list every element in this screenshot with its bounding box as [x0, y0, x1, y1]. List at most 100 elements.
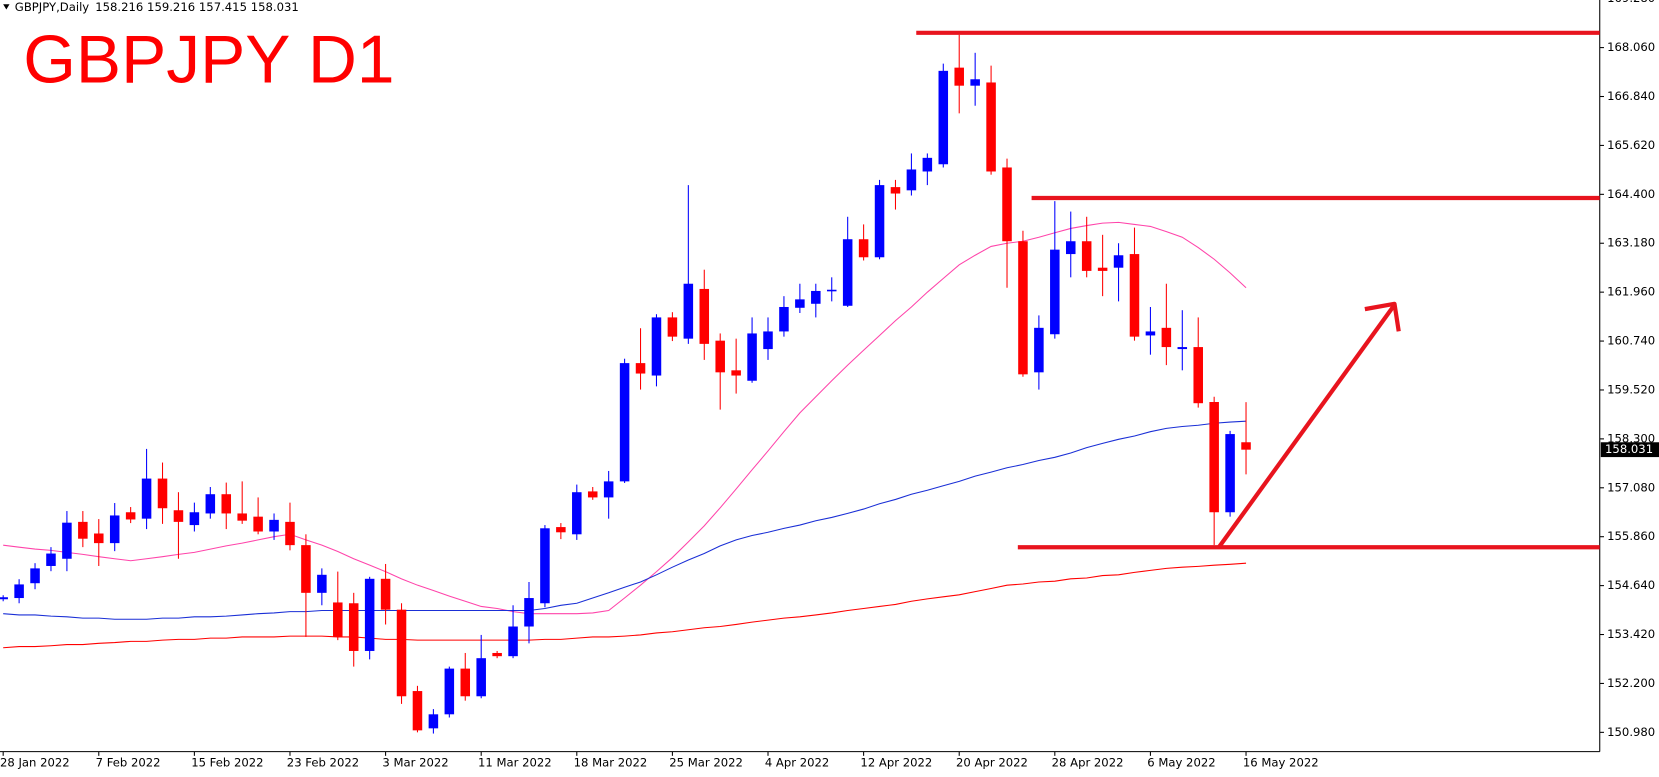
- price-tag-box: [1600, 442, 1659, 458]
- candle-body: [603, 481, 614, 498]
- candle-body: [1241, 442, 1251, 450]
- candle-body: [78, 521, 88, 539]
- header-open: 158.216: [95, 0, 143, 14]
- candle-body: [1002, 167, 1012, 242]
- moving-average: [3, 420, 1247, 620]
- candle-body: [970, 79, 980, 86]
- x-tick-label: 25 Mar 2022: [669, 756, 743, 770]
- y-tick-label: 166.840: [1607, 89, 1655, 103]
- candle-body: [1129, 254, 1140, 337]
- candle-body: [667, 317, 678, 337]
- x-tick-label: 7 Feb 2022: [96, 756, 161, 770]
- x-tick-label: 28 Jan 2022: [0, 756, 70, 770]
- y-tick-label: 169.280: [1607, 0, 1655, 5]
- x-tick-label: 20 Apr 2022: [956, 756, 1028, 770]
- x-tick-label: 16 May 2022: [1243, 756, 1319, 770]
- y-tick-label: 159.520: [1607, 382, 1655, 396]
- candle-body: [890, 187, 901, 194]
- candle-body: [1145, 331, 1156, 336]
- candle-body: [109, 515, 120, 544]
- x-tick-label: 15 Feb 2022: [191, 756, 263, 770]
- y-tick-label: 161.960: [1607, 285, 1655, 299]
- x-tick-label: 28 Apr 2022: [1052, 756, 1124, 770]
- candle-body: [1097, 267, 1108, 271]
- candle-body: [317, 574, 327, 593]
- candle-body: [1209, 402, 1219, 513]
- candle-body: [348, 603, 359, 651]
- y-tick-label: 168.060: [1607, 40, 1655, 54]
- price-tag: 158.031: [1605, 442, 1653, 456]
- y-tick-label: 160.740: [1607, 334, 1655, 348]
- candle-body: [1034, 327, 1044, 373]
- candle-body: [285, 521, 295, 546]
- y-tick-label: 155.860: [1607, 529, 1655, 543]
- candle-body: [253, 516, 263, 532]
- candle-body: [444, 668, 455, 715]
- candle-body: [189, 512, 200, 526]
- candle-body: [46, 553, 56, 566]
- candle-body: [508, 626, 518, 657]
- y-tick-label: 154.640: [1607, 578, 1655, 592]
- candle-body: [922, 157, 933, 172]
- candle-body: [380, 578, 391, 610]
- candle-body: [1177, 347, 1188, 350]
- header-high: 159.216: [147, 0, 195, 14]
- candle-body: [125, 512, 136, 520]
- candle-body: [874, 185, 885, 258]
- x-tick-label: 6 May 2022: [1147, 756, 1215, 770]
- candle-body: [94, 533, 104, 544]
- header-low: 157.415: [199, 0, 247, 14]
- candle-body: [460, 668, 471, 697]
- candle-body: [524, 598, 534, 627]
- candle-body: [858, 239, 869, 258]
- y-tick-label: 153.420: [1607, 627, 1655, 641]
- x-tick-label: 18 Mar 2022: [574, 756, 648, 770]
- candle-body: [635, 363, 646, 374]
- candle-body: [141, 478, 152, 519]
- candle-body: [428, 714, 439, 729]
- candle-body: [364, 578, 375, 651]
- candle-body: [779, 306, 789, 332]
- x-tick-label: 11 Mar 2022: [478, 756, 552, 770]
- y-tick-label: 164.400: [1607, 187, 1655, 201]
- candle-body: [333, 602, 343, 637]
- y-tick-label: 157.080: [1607, 480, 1655, 494]
- candle-body: [157, 478, 168, 509]
- x-tick-label: 4 Apr 2022: [765, 756, 829, 770]
- candle-body: [540, 528, 550, 604]
- candle-body: [842, 239, 853, 306]
- candle-body: [1018, 241, 1028, 375]
- candle-body: [715, 340, 725, 373]
- candle-body: [986, 82, 996, 172]
- candle-body: [221, 494, 232, 514]
- candle-body: [492, 652, 502, 657]
- candle-body: [587, 491, 598, 498]
- annotations: [916, 30, 1600, 550]
- arrow-head: [1364, 301, 1401, 332]
- candle-body: [0, 597, 8, 600]
- candle-body: [795, 299, 805, 308]
- y-tick-label: 165.620: [1607, 138, 1655, 152]
- header-close: 158.031: [251, 0, 299, 14]
- menu-triangle: [3, 4, 10, 10]
- candle-body: [938, 70, 949, 165]
- symbol: GBPJPY,Daily: [15, 0, 89, 14]
- candle-body: [747, 333, 757, 381]
- candle-body: [1161, 327, 1172, 348]
- candle-body: [619, 363, 630, 482]
- x-tick-label: 23 Feb 2022: [287, 756, 359, 770]
- plot-area: [0, 34, 1251, 734]
- chart-title: GBPJPY D1: [23, 23, 394, 98]
- candle-body: [954, 67, 964, 86]
- candle-body: [1050, 249, 1060, 335]
- candle-body: [14, 584, 24, 599]
- candle-body: [699, 288, 710, 344]
- candle-body: [556, 527, 566, 533]
- candle-body: [1193, 347, 1203, 404]
- y-tick-label: 152.200: [1607, 676, 1655, 690]
- candle-body: [1081, 241, 1092, 271]
- candle-body: [30, 568, 40, 584]
- candle-body: [237, 513, 247, 521]
- candle-body: [731, 370, 741, 376]
